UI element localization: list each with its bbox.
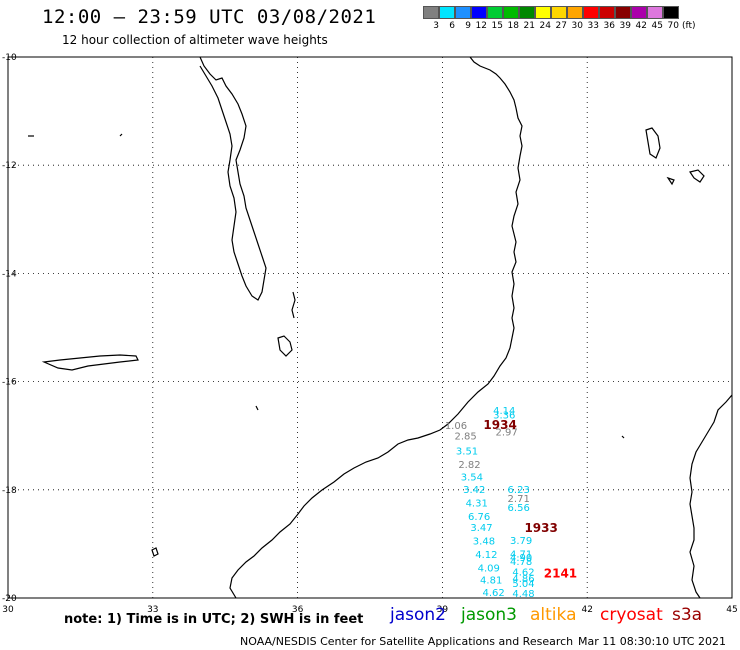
wave-height-value: 3.51: [456, 447, 478, 458]
wave-height-value: 3.79: [510, 536, 532, 547]
scale-swatch: [503, 6, 519, 19]
scale-swatch: [519, 6, 535, 19]
longitude-tick-label: 39: [437, 605, 449, 615]
color-scale-labels: 3 6 9 12 15 18 21 24 27 30 33 36 39 42 45 70 (ft): [423, 21, 704, 31]
wave-height-value: 4.12: [475, 550, 497, 561]
wave-height-value: 6.56: [508, 503, 530, 514]
scale-label: 24: [539, 21, 551, 31]
legend-entry-cryosat: cryosat: [600, 605, 663, 625]
wave-height-value: 3.48: [473, 536, 495, 547]
footer-note: note: 1) Time is in UTC; 2) SWH is in fe…: [64, 612, 364, 627]
wave-height-value: 4.48: [512, 589, 534, 600]
wave-height-value: 2.82: [458, 460, 480, 471]
pass-time-label: 2141: [544, 566, 577, 580]
map-frame: [7, 56, 733, 599]
scale-swatch: [455, 6, 471, 19]
wave-height-value: 6.23: [508, 485, 530, 496]
legend-entry-s3a: s3a: [672, 605, 703, 625]
scale-label: 3: [433, 21, 439, 31]
legend-entry-jason3: jason3: [461, 605, 517, 625]
generation-timestamp: Mar 11 08:30:10 UTC 2021: [578, 635, 726, 648]
wave-height-value: 4.78: [510, 557, 532, 568]
scale-label: 45: [651, 21, 663, 31]
wave-height-value: 1.06: [445, 421, 467, 432]
scale-label: 15: [491, 21, 503, 31]
map-title: 12:00 – 23:59 UTC 03/08/2021: [42, 6, 377, 28]
scale-label: 27: [555, 21, 567, 31]
longitude-tick-label: 36: [292, 605, 304, 615]
map-subtitle: 12 hour collection of altimeter wave hei…: [62, 33, 328, 47]
credit-text: NOAA/NESDIS Center for Satellite Applica…: [240, 635, 574, 648]
scale-swatch: [551, 6, 567, 19]
scale-label: 42: [635, 21, 647, 31]
scale-swatch: [567, 6, 583, 19]
wave-height-observations: 1.062.85 3.51 2.82 3.543.42 4.31 6.763.47 3.48…: [445, 406, 535, 600]
legend-entry-altika: altika: [530, 605, 577, 625]
scale-label: 70: [667, 21, 679, 31]
pass-time-label: 1933: [524, 521, 557, 535]
wave-height-value: 3.36: [493, 410, 515, 421]
wave-height-value: 4.71: [510, 549, 532, 560]
scale-swatch: [471, 6, 487, 19]
longitude-tick-label: 30: [2, 605, 14, 615]
wave-height-value: 4.86: [512, 574, 534, 585]
scale-label: 18: [507, 21, 519, 31]
graticule: 30 33 36 39 42 45 -10 -12 -14 -16 -18 -20: [2, 53, 738, 615]
wave-height-value: 3.54: [461, 473, 483, 484]
latitude-tick-label: -18: [2, 486, 17, 496]
scale-label: 12: [475, 21, 487, 31]
scale-swatch: [423, 6, 439, 19]
wave-height-value: 4.62: [512, 567, 534, 578]
wave-height-value: 4.62: [482, 588, 504, 599]
wave-height-value: 4.09: [478, 563, 500, 574]
scale-unit-label: (ft): [682, 21, 696, 31]
scale-swatch: [615, 6, 631, 19]
scale-label: 21: [523, 21, 535, 31]
wave-height-value: 4.14: [493, 406, 515, 417]
legend-entry-jason2: jason2: [390, 605, 446, 625]
longitude-tick-label: 42: [581, 605, 592, 615]
wave-height-value: 3.47: [470, 523, 492, 534]
wave-height-value: 4.81: [480, 575, 502, 586]
wave-height-value: 2.97: [495, 428, 517, 439]
scale-label: 39: [619, 21, 631, 31]
scale-swatch: [631, 6, 647, 19]
scale-swatch: [599, 6, 615, 19]
scale-label: 6: [449, 21, 455, 31]
wave-height-value: 5.04: [512, 579, 534, 590]
longitude-tick-label: 33: [147, 605, 158, 615]
wave-height-value: 6.76: [468, 512, 490, 523]
latitude-tick-label: -10: [2, 53, 17, 63]
coastline: [28, 56, 733, 599]
scale-label: 33: [587, 21, 599, 31]
color-scale: [423, 6, 679, 19]
scale-label: 36: [603, 21, 615, 31]
wave-height-value: 2.71: [508, 494, 530, 505]
latitude-tick-label: -14: [2, 269, 17, 279]
scale-swatch: [439, 6, 455, 19]
wave-height-value: 4.90: [510, 553, 532, 564]
wave-height-value: 3.42: [463, 485, 485, 496]
latitude-tick-label: -12: [2, 161, 17, 171]
wave-height-value: 2.85: [454, 431, 476, 442]
longitude-tick-label: 45: [726, 605, 737, 615]
latitude-tick-label: -20: [2, 594, 17, 604]
scale-swatch: [583, 6, 599, 19]
scale-label: 30: [571, 21, 583, 31]
scale-swatch: [647, 6, 663, 19]
latitude-tick-label: -16: [2, 378, 17, 388]
wave-height-value: 4.31: [466, 499, 488, 510]
scale-label: 9: [465, 21, 471, 31]
pass-time-labels: 1934 1933 2141: [483, 418, 577, 580]
scale-swatch: [535, 6, 551, 19]
scale-swatch: [487, 6, 503, 19]
scale-swatch: [663, 6, 679, 19]
pass-time-label: 1934: [483, 418, 516, 432]
